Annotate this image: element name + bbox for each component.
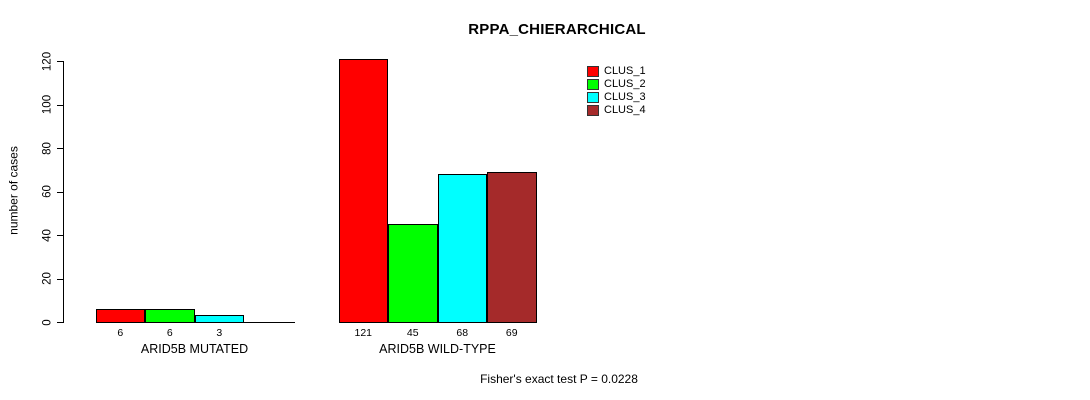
legend-row-clus_1: CLUS_1	[587, 65, 646, 78]
legend-label: CLUS_3	[604, 91, 646, 103]
legend-swatch-clus_1	[587, 66, 599, 77]
y-tick-label: 120	[41, 51, 54, 71]
y-tick-label: 40	[41, 228, 54, 242]
legend-label: CLUS_4	[604, 104, 646, 116]
zero-bar-baseline-clus_4	[244, 322, 295, 323]
y-tick-mark	[57, 61, 63, 62]
bar-clus_4-group2	[487, 172, 537, 323]
bar-value-label: 6	[117, 327, 124, 339]
x-group-label-2: ARID5B WILD-TYPE	[379, 342, 496, 356]
x-group-label-1: ARID5B MUTATED	[140, 342, 249, 356]
bar-value-label: 121	[354, 327, 373, 339]
legend-label: CLUS_2	[604, 78, 646, 90]
legend-swatch-clus_2	[587, 79, 599, 90]
fisher-test-annotation: Fisher's exact test P = 0.0228	[480, 372, 638, 386]
bar-value-label: 68	[456, 327, 469, 339]
y-tick-mark	[57, 104, 63, 106]
bar-clus_2-group2	[388, 224, 438, 323]
y-tick-label: 20	[41, 272, 54, 285]
y-tick-label: 60	[41, 185, 54, 198]
chart-title: RPPA_CHIERARCHICAL	[468, 21, 646, 38]
legend: CLUS_1 CLUS_2 CLUS_3 CLUS_4	[587, 65, 646, 117]
y-tick-mark	[57, 235, 63, 236]
bar-clus_3-group2	[437, 174, 487, 323]
legend-row-clus_3: CLUS_3	[587, 91, 646, 104]
bar-value-label: 69	[505, 327, 518, 339]
legend-row-clus_4: CLUS_4	[587, 104, 646, 117]
y-tick-label: 80	[41, 141, 54, 155]
y-axis-line	[63, 61, 64, 323]
bar-clus_1-group2	[338, 59, 388, 323]
legend-swatch-clus_4	[587, 105, 599, 116]
y-tick-mark	[57, 191, 63, 193]
bar-clus_3-group1	[194, 315, 244, 323]
bar-value-label: 6	[166, 327, 173, 339]
bar-value-label: 3	[216, 327, 223, 339]
legend-swatch-clus_3	[587, 92, 599, 103]
y-tick-mark	[57, 322, 63, 323]
y-tick-mark	[57, 148, 63, 149]
y-axis-label: number of cases	[6, 146, 21, 235]
y-tick-label: 100	[41, 94, 54, 115]
legend-row-clus_2: CLUS_2	[587, 78, 646, 91]
y-tick-mark	[57, 278, 63, 280]
bar-clus_2-group1	[145, 309, 195, 323]
legend-label: CLUS_1	[604, 65, 646, 77]
y-tick-label: 0	[41, 318, 54, 326]
bar-clus_1-group1	[95, 309, 145, 323]
bar-value-label: 45	[406, 327, 419, 339]
